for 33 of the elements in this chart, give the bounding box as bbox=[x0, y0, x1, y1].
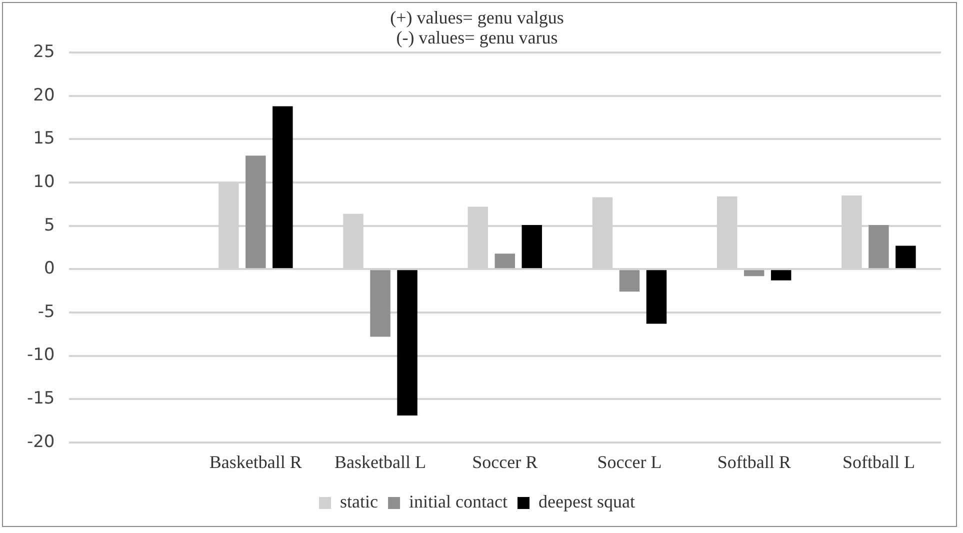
y-tick-label: 25 bbox=[33, 42, 55, 62]
x-tick-label: Basketball R bbox=[209, 452, 302, 472]
bar bbox=[494, 254, 516, 268]
y-tick-label: -10 bbox=[26, 345, 55, 366]
bar bbox=[397, 270, 418, 416]
x-tick-label: Soccer R bbox=[472, 452, 538, 472]
y-tick-label: -15 bbox=[26, 388, 55, 409]
y-tick-label: -20 bbox=[26, 432, 55, 452]
chart-subtitle: (-) values= genu varus bbox=[396, 27, 558, 48]
bar bbox=[370, 270, 390, 337]
bar bbox=[272, 106, 293, 268]
x-tick-label: Basketball L bbox=[334, 452, 426, 472]
x-tick-label: Soccer L bbox=[597, 452, 662, 472]
bar bbox=[246, 156, 266, 268]
y-tick-label: 10 bbox=[33, 172, 55, 192]
legend-label: deepest squat bbox=[538, 492, 635, 512]
y-tick-label: 0 bbox=[44, 258, 55, 279]
legend-label: static bbox=[340, 492, 378, 512]
bar bbox=[896, 246, 916, 268]
x-tick-label: Softball L bbox=[842, 452, 915, 472]
y-tick-label: -5 bbox=[38, 302, 55, 322]
bar bbox=[619, 270, 640, 292]
bar bbox=[868, 224, 889, 268]
chart-title: (+) values= genu valgus bbox=[390, 8, 564, 28]
bar bbox=[770, 270, 792, 280]
bar bbox=[522, 224, 542, 268]
y-tick-label: 5 bbox=[44, 215, 55, 236]
y-tick-label: 20 bbox=[33, 85, 55, 106]
legend-label: initial contact bbox=[409, 492, 508, 512]
y-tick-label: 15 bbox=[33, 128, 55, 149]
x-tick-label: Softball R bbox=[717, 452, 791, 472]
bar bbox=[744, 270, 764, 276]
bar bbox=[646, 270, 667, 324]
